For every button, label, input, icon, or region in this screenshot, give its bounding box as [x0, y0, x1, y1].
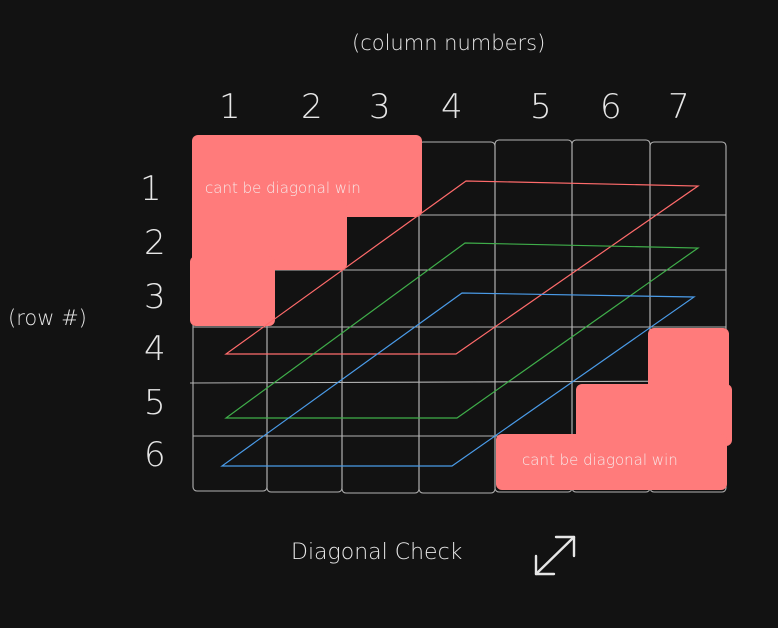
- row-label-5: 5: [144, 383, 166, 423]
- blocked-region-bottom-right: [496, 328, 732, 490]
- blocked-region-top-left: [190, 135, 422, 326]
- row-label-3: 3: [144, 277, 166, 317]
- column-label-3: 3: [369, 87, 391, 127]
- column-numbers-caption: (column numbers): [352, 31, 545, 55]
- blue-diagonal: [220, 292, 696, 467]
- red-diagonal: [224, 180, 700, 355]
- column-label-7: 7: [668, 87, 690, 127]
- diagonal-double-arrow-icon: [534, 535, 576, 576]
- diagonal-check-title: Diagonal Check: [291, 540, 463, 565]
- row-number-caption: (row #): [8, 306, 87, 330]
- column-label-5: 5: [530, 87, 552, 127]
- row-label-2: 2: [144, 223, 166, 263]
- board-column-7: [649, 141, 727, 493]
- green-diagonal: [224, 242, 700, 419]
- row-label-6: 6: [144, 435, 166, 475]
- column-label-6: 6: [600, 87, 622, 127]
- column-label-1: 1: [219, 87, 241, 127]
- row-label-4: 4: [144, 329, 166, 369]
- bottom-right-note: cant be diagonal win: [522, 451, 678, 469]
- row-divider-4: [189, 380, 727, 384]
- top-left-note: cant be diagonal win: [205, 179, 361, 197]
- board-column-4: [418, 141, 496, 494]
- column-label-2: 2: [301, 87, 323, 127]
- board-grid: [189, 139, 727, 494]
- column-label-4: 4: [441, 87, 463, 127]
- row-label-1: 1: [140, 169, 162, 209]
